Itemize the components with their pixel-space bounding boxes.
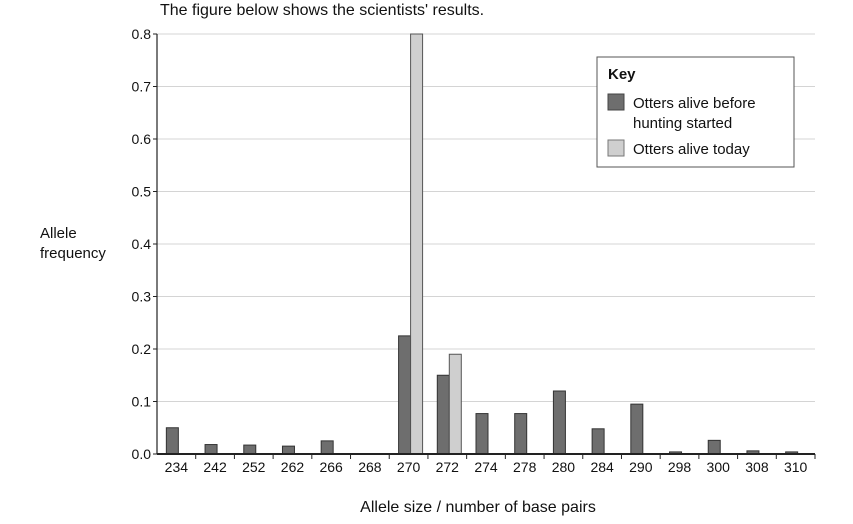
legend-title: Key bbox=[608, 66, 636, 83]
x-tick-label: 242 bbox=[203, 459, 227, 475]
bar-before-274 bbox=[475, 413, 489, 455]
x-tick-label: 284 bbox=[590, 459, 614, 475]
x-tick-label: 290 bbox=[629, 459, 653, 475]
y-tick-label: 0.0 bbox=[132, 446, 152, 462]
bar-before-284 bbox=[591, 428, 605, 455]
legend-label-before-line1: Otters alive before bbox=[633, 95, 756, 112]
bar-before-280 bbox=[552, 390, 566, 455]
x-tick-label: 300 bbox=[707, 459, 731, 475]
bar-before-272 bbox=[436, 374, 450, 455]
bar-before-290 bbox=[630, 403, 644, 455]
x-tick-label: 268 bbox=[358, 459, 382, 475]
bar-before-300 bbox=[707, 439, 721, 455]
legend-label-before-line2: hunting started bbox=[633, 115, 732, 132]
y-tick-label: 0.3 bbox=[132, 289, 152, 305]
bar-before-266 bbox=[320, 440, 334, 455]
y-tick-label: 0.2 bbox=[132, 341, 152, 357]
x-tick-label: 270 bbox=[397, 459, 421, 475]
x-axis-label: Allele size / number of base pairs bbox=[360, 499, 596, 516]
x-tick-label: 252 bbox=[242, 459, 266, 475]
x-tick-label: 280 bbox=[552, 459, 576, 475]
bar-before-270 bbox=[398, 335, 412, 455]
legend-label-today: Otters alive today bbox=[633, 141, 750, 158]
y-tick-label: 0.8 bbox=[132, 26, 152, 42]
x-tick-label: 272 bbox=[436, 459, 460, 475]
x-tick-label: 310 bbox=[784, 459, 808, 475]
y-tick-label: 0.6 bbox=[132, 131, 152, 147]
legend-swatch-today bbox=[607, 139, 625, 157]
x-tick-label: 234 bbox=[165, 459, 189, 475]
x-tick-label: 298 bbox=[668, 459, 692, 475]
bar-before-262 bbox=[281, 445, 295, 455]
y-axis-label-line1: Allele bbox=[40, 225, 77, 242]
bar-today-272 bbox=[448, 353, 462, 455]
y-tick-label: 0.4 bbox=[132, 236, 152, 252]
x-tick-label: 266 bbox=[319, 459, 343, 475]
x-tick-label: 274 bbox=[474, 459, 498, 475]
x-tick-label: 308 bbox=[745, 459, 769, 475]
caption-text: The figure below shows the scientists' r… bbox=[160, 2, 484, 19]
legend-swatch-before bbox=[607, 93, 625, 111]
bar-before-252 bbox=[243, 444, 257, 455]
y-tick-label: 0.1 bbox=[132, 394, 152, 410]
y-tick-label: 0.7 bbox=[132, 79, 152, 95]
x-tick-label: 278 bbox=[513, 459, 537, 475]
bar-before-234 bbox=[165, 427, 179, 455]
bar-today-270 bbox=[410, 33, 424, 455]
bar-before-278 bbox=[514, 413, 528, 455]
bar-before-242 bbox=[204, 444, 218, 455]
y-axis-label-line2: frequency bbox=[40, 245, 106, 262]
legend: Key Otters alive before hunting started … bbox=[596, 56, 795, 168]
x-tick-label: 262 bbox=[281, 459, 305, 475]
legend-box bbox=[596, 56, 795, 168]
y-tick-label: 0.5 bbox=[132, 184, 152, 200]
